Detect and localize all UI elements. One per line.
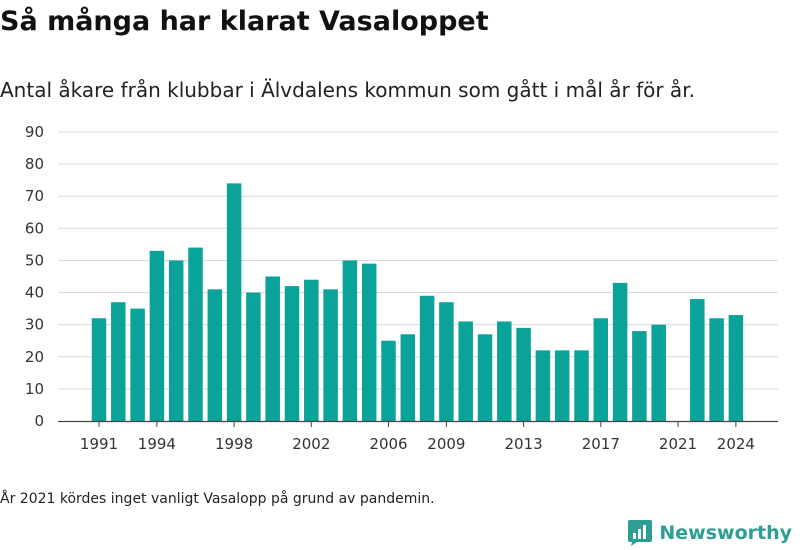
y-tick-label: 0	[34, 412, 44, 430]
brand-logo: Newsworthy	[627, 518, 792, 548]
x-tick-label: 2024	[717, 435, 755, 453]
bar-2018	[612, 282, 628, 421]
bar-2022	[690, 298, 705, 421]
x-tick-label: 2021	[659, 435, 697, 453]
y-tick-label: 80	[25, 155, 44, 173]
bar-2002	[304, 279, 319, 421]
bar-2013	[516, 327, 531, 421]
bar-1997	[207, 289, 223, 421]
x-tick-label: 1998	[215, 435, 253, 453]
newsworthy-logo-icon	[628, 520, 653, 546]
bar-1991	[91, 318, 107, 421]
axes: 0 10 20 30 40 50 60 70 80 90 1991 1994 1998 2002 2006 2…	[25, 123, 778, 453]
x-tick-label: 2002	[292, 435, 330, 453]
bar-2024	[728, 315, 744, 421]
y-tick-label: 90	[25, 123, 44, 141]
bar-2016	[574, 350, 589, 421]
x-tick-label: 2009	[427, 435, 465, 453]
chart-title: Så många har klarat Vasaloppet	[0, 6, 489, 37]
y-tick-label: 50	[25, 251, 44, 269]
y-tick-label: 30	[25, 316, 44, 334]
x-tick-label: 1994	[138, 435, 176, 453]
bar-1993	[130, 308, 145, 421]
bars	[91, 183, 744, 421]
y-tick-label: 20	[25, 348, 44, 366]
bar-2008	[419, 295, 435, 421]
x-tick-label: 1991	[80, 435, 118, 453]
bar-2015	[554, 350, 570, 421]
bar-1994	[149, 250, 165, 421]
bar-1995	[168, 260, 184, 421]
y-tick-label: 60	[25, 219, 44, 237]
brand-name: Newsworthy	[659, 522, 792, 544]
bar-1992	[111, 302, 126, 421]
bar-1996	[188, 247, 203, 421]
bar-2009	[439, 302, 454, 421]
bar-2012	[497, 321, 512, 421]
bar-2019	[632, 331, 647, 421]
x-tick-label: 2017	[582, 435, 620, 453]
bar-1999	[246, 292, 261, 421]
grid-lines	[58, 131, 778, 390]
chart-subtitle: Antal åkare från klubbar i Älvdalens kom…	[0, 78, 695, 102]
bar-2004	[342, 260, 358, 421]
footnote: År 2021 kördes inget vanligt Vasalopp på…	[0, 491, 435, 507]
bar-2023	[709, 318, 724, 421]
y-tick-label: 70	[25, 187, 44, 205]
bar-2001	[284, 286, 300, 421]
bar-1998	[226, 183, 242, 421]
bar-2010	[458, 321, 473, 421]
x-tick-label: 2013	[505, 435, 543, 453]
bar-2011	[477, 334, 493, 421]
bar-2005	[361, 263, 377, 421]
bar-2003	[323, 289, 338, 421]
bar-2017	[593, 318, 609, 421]
x-tick-label: 2006	[369, 435, 407, 453]
bar-2014	[535, 350, 551, 421]
bar-2000	[265, 276, 280, 421]
y-tick-label: 40	[25, 284, 44, 302]
bar-2020	[651, 324, 666, 421]
bar-2007	[400, 334, 416, 421]
y-tick-label: 10	[25, 380, 44, 398]
bar-chart: 0 10 20 30 40 50 60 70 80 90 1991 1994 1998 2002 2006 2…	[25, 123, 778, 453]
bar-2006	[381, 340, 396, 421]
